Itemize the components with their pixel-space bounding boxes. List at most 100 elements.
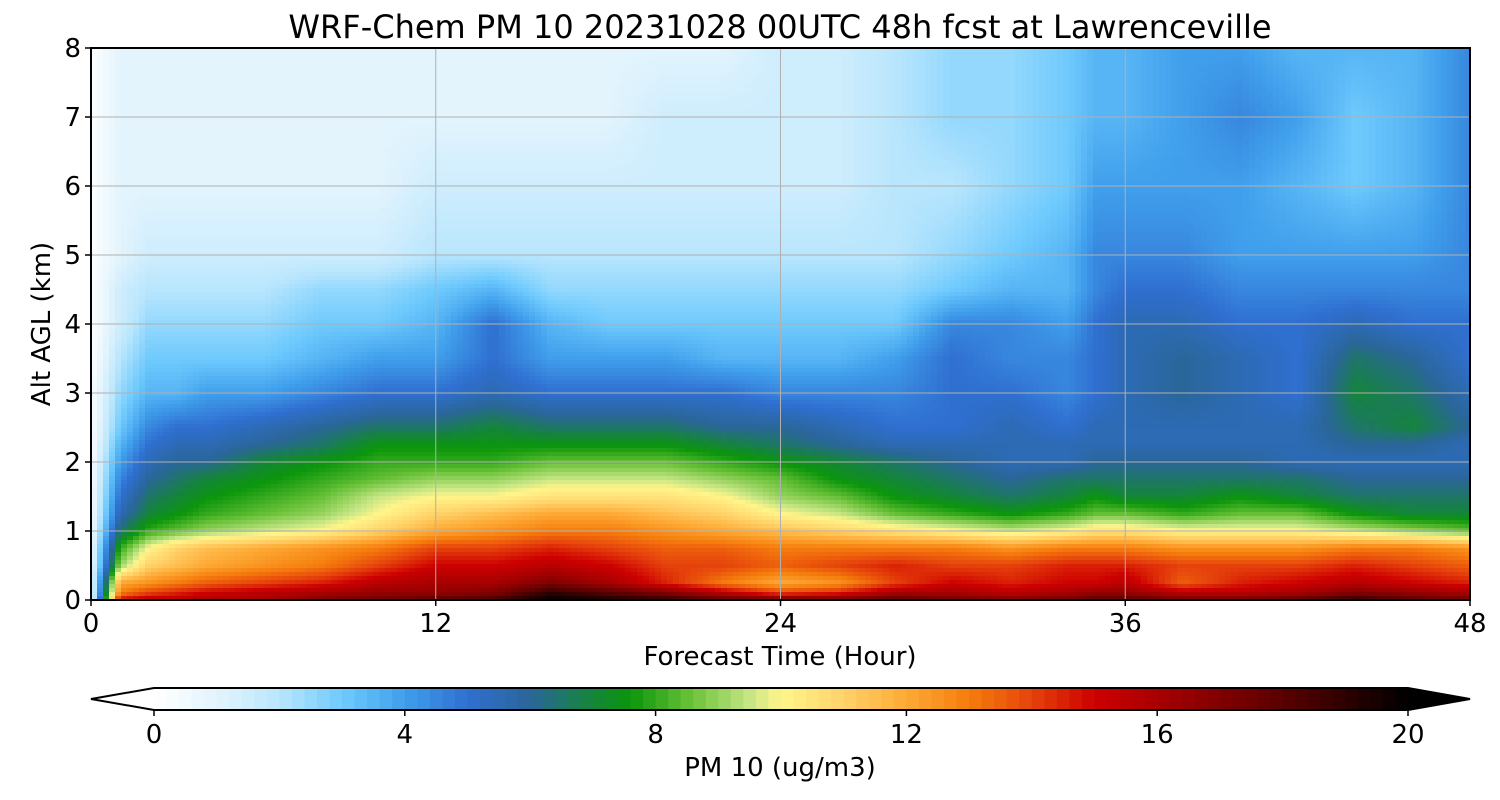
heatmap-cell: [919, 72, 926, 77]
heatmap-cell: [1063, 108, 1070, 113]
heatmap-cell: [1093, 52, 1100, 57]
heatmap-cell: [1435, 112, 1442, 117]
heatmap-cell: [769, 68, 776, 73]
heatmap-cell: [1087, 68, 1094, 73]
heatmap-cell: [505, 56, 512, 61]
heatmap-cell: [1399, 72, 1406, 77]
heatmap-cell: [1039, 64, 1046, 69]
heatmap-cell: [727, 108, 734, 113]
heatmap-cell: [499, 80, 506, 85]
heatmap-cell: [853, 76, 860, 81]
heatmap-cell: [673, 88, 680, 93]
heatmap-cell: [1057, 60, 1064, 65]
heatmap-cell: [715, 56, 722, 61]
heatmap-cell: [109, 64, 116, 69]
heatmap-cell: [439, 52, 446, 57]
heatmap-cell: [229, 104, 236, 109]
heatmap-cell: [1159, 88, 1166, 93]
heatmap-cell: [1093, 84, 1100, 89]
heatmap-cell: [745, 64, 752, 69]
heatmap-cell: [265, 76, 272, 81]
heatmap-cell: [409, 72, 416, 77]
heatmap-cell: [973, 96, 980, 101]
heatmap-cell: [157, 108, 164, 113]
heatmap-cell: [577, 88, 584, 93]
heatmap-cell: [1231, 104, 1238, 109]
heatmap-cell: [997, 52, 1004, 57]
heatmap-cell: [1057, 104, 1064, 109]
heatmap-cell: [661, 60, 668, 65]
heatmap-cell: [1381, 60, 1388, 65]
heatmap-cell: [547, 72, 554, 77]
heatmap-cell: [1171, 100, 1178, 105]
heatmap-cell: [1327, 92, 1334, 97]
heatmap-cell: [169, 108, 176, 113]
heatmap-cell: [163, 108, 170, 113]
heatmap-cell: [1021, 60, 1028, 65]
heatmap-cell: [1243, 104, 1250, 109]
heatmap-cell: [289, 112, 296, 117]
heatmap-cell: [1183, 80, 1190, 85]
heatmap-cell: [1261, 68, 1268, 73]
heatmap-cell: [145, 52, 152, 57]
heatmap-cell: [175, 96, 182, 101]
heatmap-cell: [931, 68, 938, 73]
heatmap-cell: [943, 88, 950, 93]
heatmap-cell: [325, 64, 332, 69]
heatmap-cell: [301, 56, 308, 61]
heatmap-cell: [457, 88, 464, 93]
heatmap-cell: [1417, 112, 1424, 117]
heatmap-cell: [523, 56, 530, 61]
heatmap-cell: [439, 112, 446, 117]
heatmap-cell: [1459, 108, 1466, 113]
heatmap-cell: [1387, 60, 1394, 65]
heatmap-cell: [1129, 104, 1136, 109]
heatmap-cell: [199, 80, 206, 85]
heatmap-cell: [559, 88, 566, 93]
heatmap-cell: [1039, 52, 1046, 57]
heatmap-cell: [277, 56, 284, 61]
heatmap-cell: [295, 64, 302, 69]
heatmap-cell: [691, 52, 698, 57]
heatmap-cell: [163, 88, 170, 93]
heatmap-cell: [733, 100, 740, 105]
heatmap-cell: [949, 52, 956, 57]
heatmap-cell: [1087, 88, 1094, 93]
heatmap-cell: [1237, 76, 1244, 81]
heatmap-cell: [1369, 68, 1376, 73]
heatmap-cell: [379, 56, 386, 61]
heatmap-cell: [1387, 100, 1394, 105]
heatmap-cell: [313, 80, 320, 85]
heatmap-cell: [103, 84, 110, 89]
heatmap-cell: [529, 68, 536, 73]
heatmap-cell: [1267, 96, 1274, 101]
heatmap-cell: [463, 104, 470, 109]
heatmap-cell: [133, 56, 140, 61]
heatmap-cell: [289, 64, 296, 69]
heatmap-cell: [1189, 96, 1196, 101]
heatmap-cell: [367, 96, 374, 101]
heatmap-cell: [1357, 52, 1364, 57]
heatmap-cell: [715, 92, 722, 97]
heatmap-cell: [1063, 100, 1070, 105]
heatmap-cell: [355, 84, 362, 89]
heatmap-cell: [229, 96, 236, 101]
heatmap-cell: [943, 92, 950, 97]
heatmap-cell: [1129, 112, 1136, 117]
heatmap-cell: [1327, 80, 1334, 85]
heatmap-cell: [439, 104, 446, 109]
heatmap-cell: [1459, 60, 1466, 65]
heatmap-cell: [1309, 108, 1316, 113]
heatmap-cell: [625, 112, 632, 117]
heatmap-cell: [991, 52, 998, 57]
heatmap-cell: [1225, 104, 1232, 109]
heatmap-cell: [553, 64, 560, 69]
heatmap-cell: [1123, 68, 1130, 73]
heatmap-cell: [727, 88, 734, 93]
heatmap-cell: [283, 68, 290, 73]
heatmap-cell: [589, 60, 596, 65]
heatmap-cell: [1273, 84, 1280, 89]
heatmap-cell: [889, 92, 896, 97]
heatmap-cell: [805, 52, 812, 57]
heatmap-cell: [163, 56, 170, 61]
